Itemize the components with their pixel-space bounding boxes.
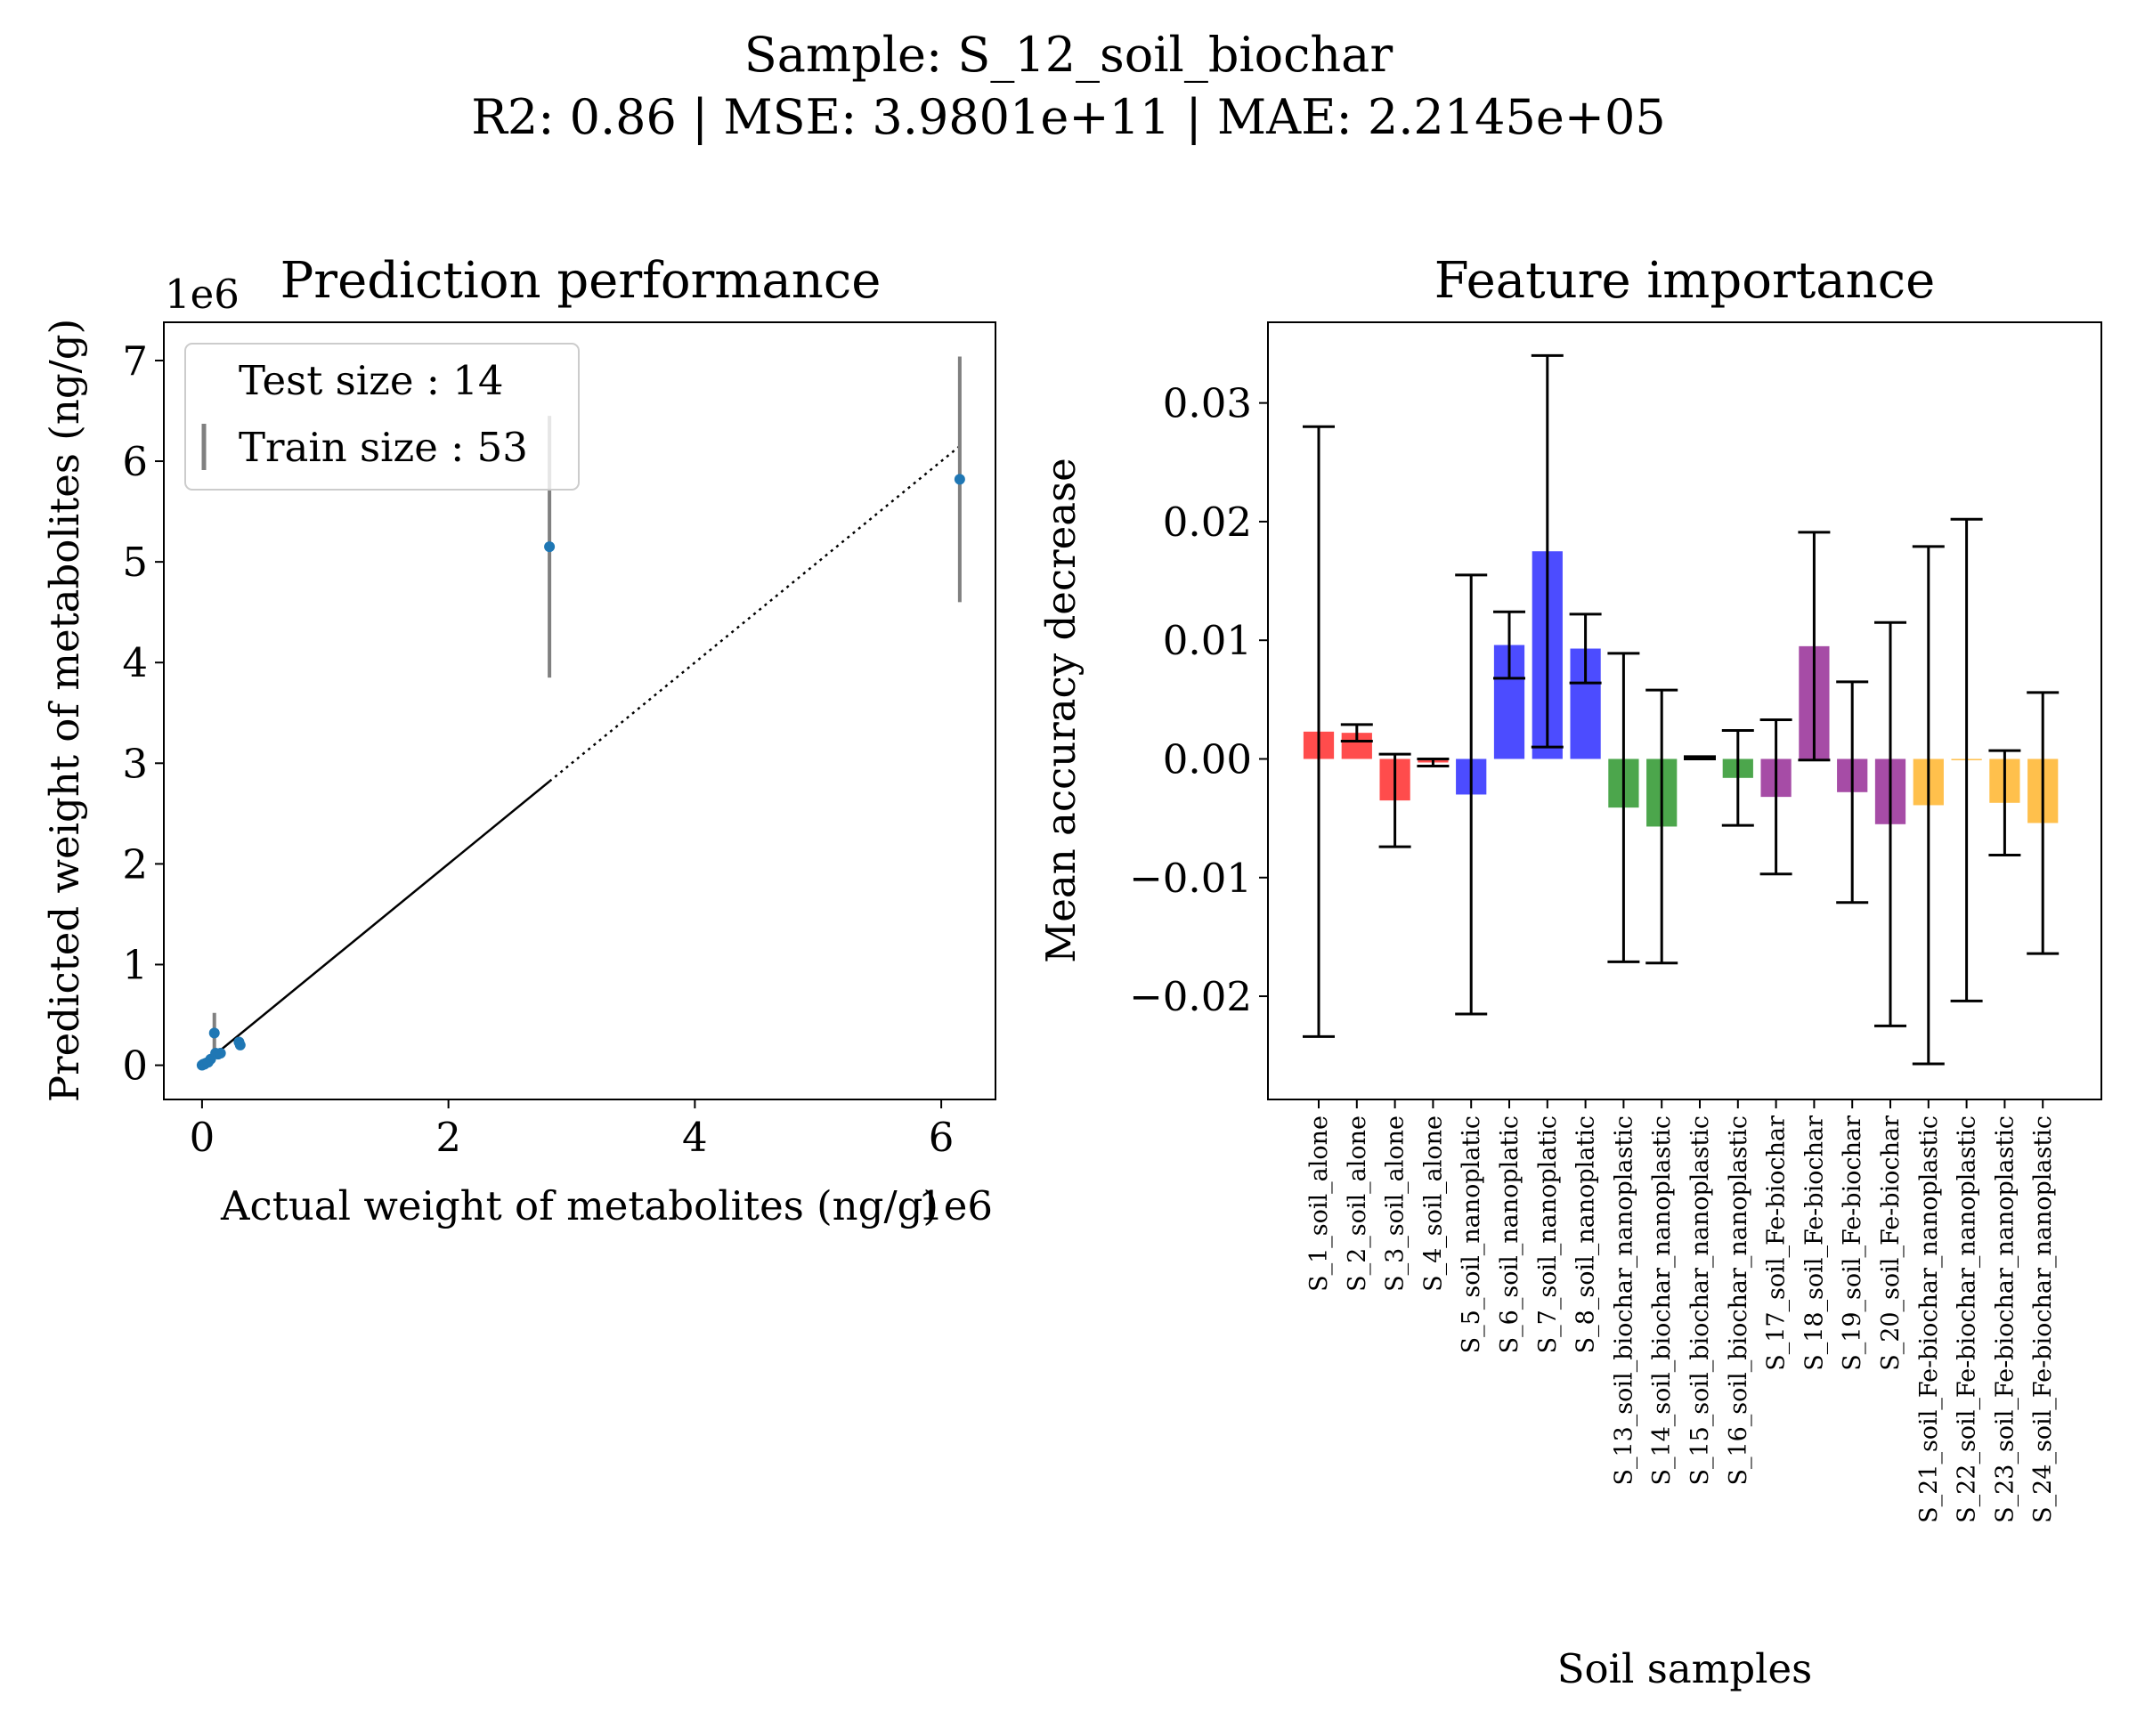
bar-bars [1303,551,2059,827]
scatter-point [234,1039,246,1051]
scatter-x-tick-label: 6 [929,1114,955,1161]
bar-y-tick-label: 0.02 [1163,499,1252,546]
bar-y-ticks: −0.02 −0.01 0.00 0.01 0.02 0.03 [1129,380,1268,1020]
scatter-legend: Test size : 14 Train size : 53 [184,343,580,491]
scatter-x-tick-label: 2 [435,1114,461,1161]
scatter-y-tick-label: 2 [122,840,148,888]
scatter-point [208,1027,220,1039]
bar-x-tick-label: S_2_soil_alone [1344,1115,1371,1292]
scatter-y-label: Predicted weight of metabolites (ng/g) [41,319,88,1102]
bar-y-label: Mean accuracy decrease [1037,458,1085,963]
scatter-y-ticks: 0 1 2 3 4 5 6 7 [122,337,164,1090]
scatter-x-tick-label: 4 [682,1114,708,1161]
bar-x-tick-label: S_5_soil_nanoplatic [1458,1115,1485,1353]
bar-x-tick-label: S_3_soil_alone [1382,1115,1410,1292]
scatter-x-label: Actual weight of metabolites (ng/g) [220,1182,938,1229]
bar-x-label: Soil samples [1557,1645,1813,1692]
scatter-frame [163,321,996,1100]
bar-x-tick-label: S_8_soil_nanoplatic [1572,1115,1600,1353]
scatter-y-tick-label: 6 [122,438,148,485]
legend-box [184,343,580,491]
bar-x-tick-label: S_19_soil_Fe-biochar [1839,1115,1866,1371]
legend-entry-train: Train size : 53 [239,424,528,471]
bar-x-tick-label: S_15_soil_biochar_nanoplastic [1686,1115,1714,1486]
bar-y-tick-label: 0.01 [1163,617,1252,664]
scatter-point [215,1047,226,1059]
scatter-title: Prediction performance [280,252,882,310]
scatter-reference-lines [219,445,961,1051]
bar-x-tick-label: S_4_soil_alone [1419,1115,1447,1292]
bar-axes: Feature importance −0.02 −0.01 0.00 0.01 0.0… [1037,252,2102,1692]
scatter-y-tick-label: 3 [122,740,148,787]
bar-x-tick-label: S_22_soil_Fe-biochar_nanoplastic [1954,1115,1981,1523]
bar-x-tick-label: S_14_soil_biochar_nanoplastic [1648,1115,1676,1486]
bar-error-bars [1303,353,2060,1066]
scatter-y-tick-label: 5 [122,539,148,586]
bar-x-tick-label: S_20_soil_Fe-biochar [1877,1115,1905,1371]
bar-x-tick-label: S_24_soil_Fe-biochar_nanoplastic [2029,1115,2057,1523]
extrapolation-line [548,445,961,783]
bar-x-ticks: S_1_soil_alone S_2_soil_alone S_3_soil_alo… [1305,1099,2057,1523]
bar-frame [1267,321,2102,1100]
bar-x-tick-label: S_23_soil_Fe-biochar_nanoplastic [1991,1115,2019,1523]
bar-y-tick-label: −0.02 [1129,973,1252,1020]
bar-x-tick-label: S_6_soil_nanoplatic [1496,1115,1524,1353]
bar-y-tick-label: 0.00 [1163,735,1252,783]
bar-y-tick-label: 0.03 [1163,380,1252,427]
fit-line [219,780,550,1051]
scatter-y-tick-label: 0 [122,1042,148,1090]
bar-y-tick-label: −0.01 [1129,855,1252,902]
bar-x-tick-label: S_1_soil_alone [1305,1115,1333,1292]
bar-x-tick-label: S_17_soil_Fe-biochar [1763,1115,1791,1371]
scatter-y-tick-label: 7 [122,337,148,385]
figure-title-line2: R2: 0.86 | MSE: 3.9801e+11 | MAE: 2.2145… [471,89,1666,145]
legend-entry-test: Test size : 14 [239,357,504,404]
bar-x-tick-label: S_16_soil_biochar_nanoplastic [1725,1115,1752,1486]
scatter-y-offset: 1e6 [165,271,240,318]
scatter-y-tick-label: 1 [122,941,148,988]
scatter-x-tick-label: 0 [190,1114,215,1161]
scatter-x-offset: 1e6 [918,1182,993,1229]
bar-x-tick-label: S_18_soil_Fe-biochar [1800,1115,1828,1371]
scatter-x-ticks: 0 2 4 6 [190,1099,955,1161]
bar-x-tick-label: S_21_soil_Fe-biochar_nanoplastic [1915,1115,1943,1523]
scatter-y-tick-label: 4 [122,639,148,686]
scatter-point [544,541,556,553]
bar-x-tick-label: S_7_soil_nanoplatic [1534,1115,1562,1353]
bar-title: Feature importance [1434,252,1935,310]
scatter-point [954,474,965,485]
figure-title-line1: Sample: S_12_soil_biochar [744,27,1394,83]
scatter-points [196,474,965,1071]
bar-x-tick-label: S_13_soil_biochar_nanoplastic [1610,1115,1637,1486]
scatter-axes: Prediction performance 1e6 0 1 2 3 4 5 6 7 0 2 4 6… [41,252,996,1229]
